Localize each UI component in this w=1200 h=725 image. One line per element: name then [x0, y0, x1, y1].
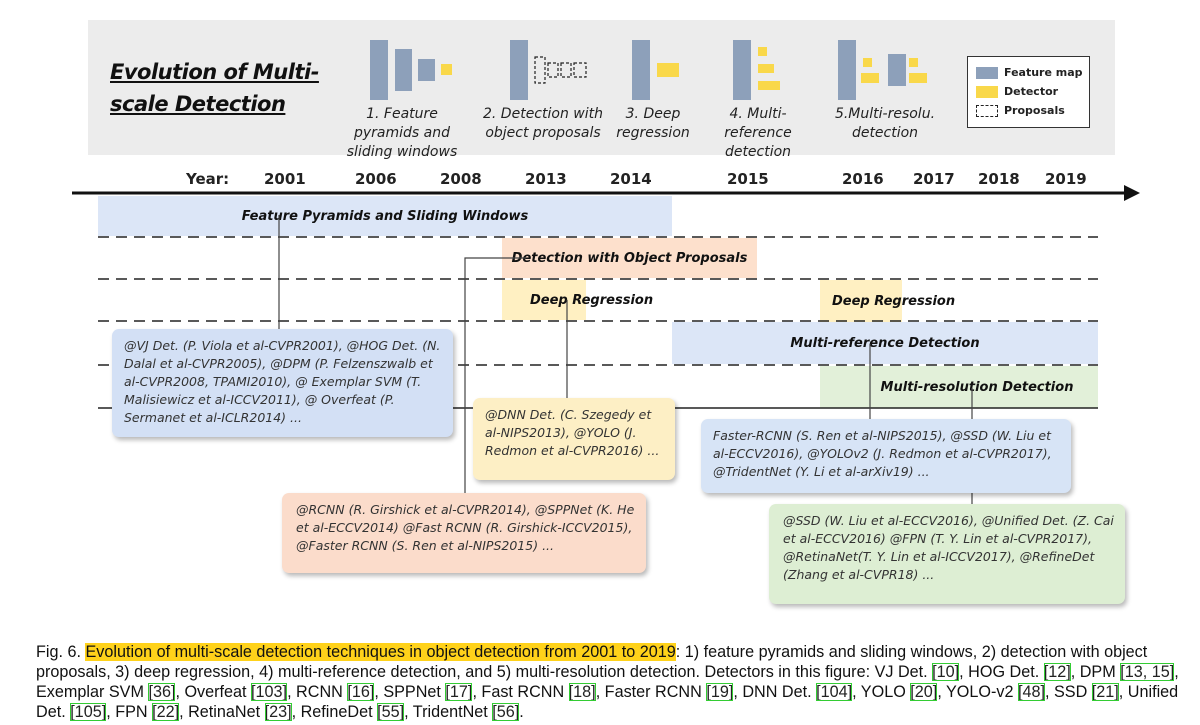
citation-link[interactable]: [16] [347, 683, 375, 701]
stage-3-label: 3. Deep regression [616, 106, 690, 141]
legend: Feature map Detector Proposals [967, 56, 1090, 128]
year-2013: 2013 [525, 170, 567, 188]
band-deep-regression-2: Deep Regression [820, 280, 955, 322]
year-2015: 2015 [727, 170, 769, 188]
stage-2-label: 2. Detection with object proposals [483, 106, 603, 141]
stage-icons [370, 40, 927, 100]
proposals-swatch [976, 105, 998, 117]
stage-3-icon [632, 40, 679, 100]
year-2016: 2016 [842, 170, 884, 188]
stage-5-label: 5.Multi-resolu. detection [834, 106, 936, 141]
stage-5-icon [838, 40, 927, 100]
detector-swatch [976, 86, 998, 98]
citation-link[interactable]: [104] [816, 683, 853, 701]
year-2008: 2008 [440, 170, 482, 188]
card-proposal-detectors: @RCNN (R. Girshick et al-CVPR2014), @SPP… [282, 493, 646, 573]
citation-link[interactable]: [19] [706, 683, 734, 701]
citation-link[interactable]: [55] [377, 703, 405, 721]
card-deep-regression-detectors: @DNN Det. (C. Szegedy et al-NIPS2013), @… [473, 398, 675, 480]
stage-4-icon [733, 40, 780, 100]
band-object-proposals: Detection with Object Proposals [502, 238, 757, 278]
card-multi-resolution-detectors: @SSD (W. Liu et al-ECCV2016), @Unified D… [769, 504, 1125, 604]
citation-link[interactable]: [20] [910, 683, 938, 701]
figure-caption: Fig. 6. Evolution of multi-scale detecti… [36, 643, 1179, 721]
citation-link[interactable]: [56] [492, 703, 520, 721]
citation-link[interactable]: [103] [251, 683, 288, 701]
header-panel [88, 20, 1115, 155]
citation-link[interactable]: [17] [445, 683, 473, 701]
year-axis-label: Year: [186, 170, 230, 188]
citation-link[interactable]: [10] [932, 663, 960, 681]
band-multi-resolution: Multi-resolution Detection [820, 366, 1098, 408]
citation-link[interactable]: [18] [568, 683, 596, 701]
band-multi-reference: Multi-reference Detection [672, 322, 1098, 364]
stage-4-label: 4. Multi-reference detection [724, 106, 792, 160]
year-2017: 2017 [913, 170, 955, 188]
citation-link[interactable]: [36] [148, 683, 176, 701]
caption-prefix: Fig. 6. [36, 643, 86, 661]
year-2018: 2018 [978, 170, 1020, 188]
feature-map-swatch [976, 67, 998, 79]
citation-link[interactable]: [22] [152, 703, 180, 721]
card-multi-reference-detectors: Faster-RCNN (S. Ren et al-NIPS2015), @SS… [701, 419, 1071, 493]
card-feature-pyramid-detectors: @VJ Det. (P. Viola et al-CVPR2001), @HOG… [112, 329, 453, 437]
figure-title: Evolution of Multi-scale Detection [110, 60, 319, 116]
timeline-arrow [72, 185, 1140, 201]
citation-link[interactable]: [21] [1091, 683, 1119, 701]
year-2006: 2006 [355, 170, 397, 188]
stage-1-label: 1. Feature pyramids and sliding windows [346, 106, 458, 160]
stage-2-icon [510, 40, 587, 100]
stage-1-icon [370, 40, 452, 100]
band-deep-regression-1: Deep Regression [502, 280, 653, 320]
year-2014: 2014 [610, 170, 652, 188]
citation-link[interactable]: [23] [264, 703, 292, 721]
caption-highlight: Evolution of multi-scale detection techn… [85, 643, 676, 661]
citation-link[interactable]: [48] [1017, 683, 1045, 701]
citation-link[interactable]: [13, 15] [1120, 663, 1175, 681]
year-2001: 2001 [264, 170, 306, 188]
year-2019: 2019 [1045, 170, 1087, 188]
citation-link[interactable]: [12] [1043, 663, 1071, 681]
citation-link[interactable]: [105] [70, 703, 107, 721]
band-feature-pyramids: Feature Pyramids and Sliding Windows [98, 196, 672, 236]
